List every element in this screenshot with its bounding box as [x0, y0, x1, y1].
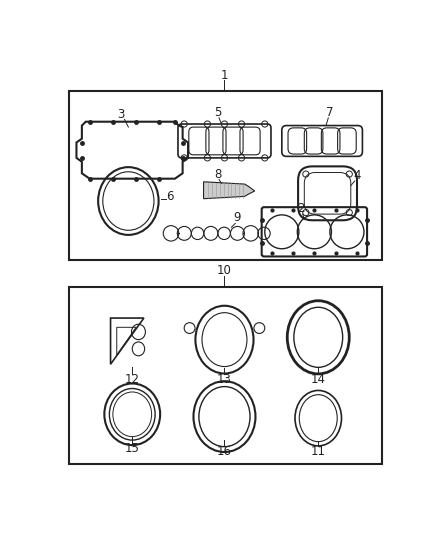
Text: 12: 12 [125, 373, 140, 386]
Text: 5: 5 [214, 106, 221, 119]
Text: 4: 4 [353, 169, 361, 182]
Text: 7: 7 [326, 106, 334, 119]
Bar [69, 91, 382, 260]
PathPatch shape [204, 182, 255, 199]
Text: 10: 10 [217, 264, 232, 277]
Text: 9: 9 [233, 212, 240, 224]
Text: 11: 11 [311, 445, 326, 458]
Text: 2: 2 [297, 202, 305, 215]
Text: 14: 14 [311, 373, 326, 386]
Text: 6: 6 [166, 190, 173, 203]
Text: 8: 8 [214, 167, 221, 181]
Text: 1: 1 [221, 69, 228, 82]
Text: 16: 16 [217, 445, 232, 458]
Text: 15: 15 [125, 442, 140, 456]
Text: 3: 3 [117, 108, 124, 120]
Bar [69, 287, 382, 464]
Text: 13: 13 [217, 373, 232, 386]
